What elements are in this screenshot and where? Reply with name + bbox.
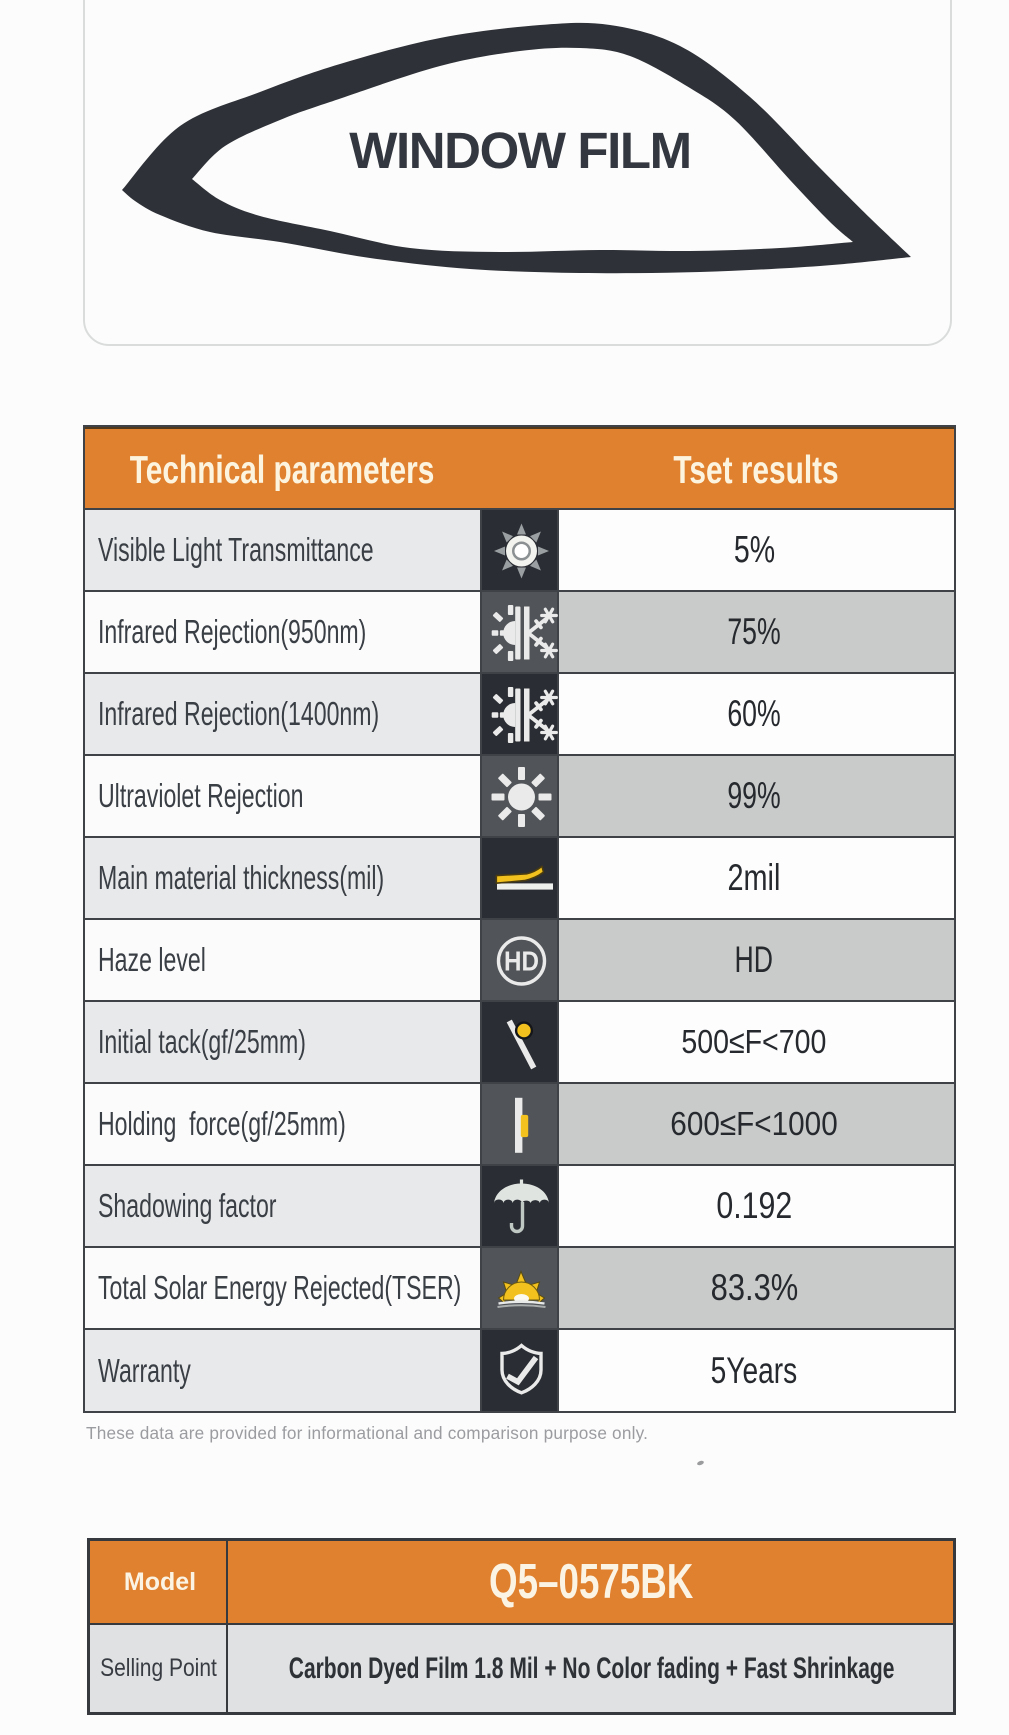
svg-text:HD: HD [504,947,539,977]
